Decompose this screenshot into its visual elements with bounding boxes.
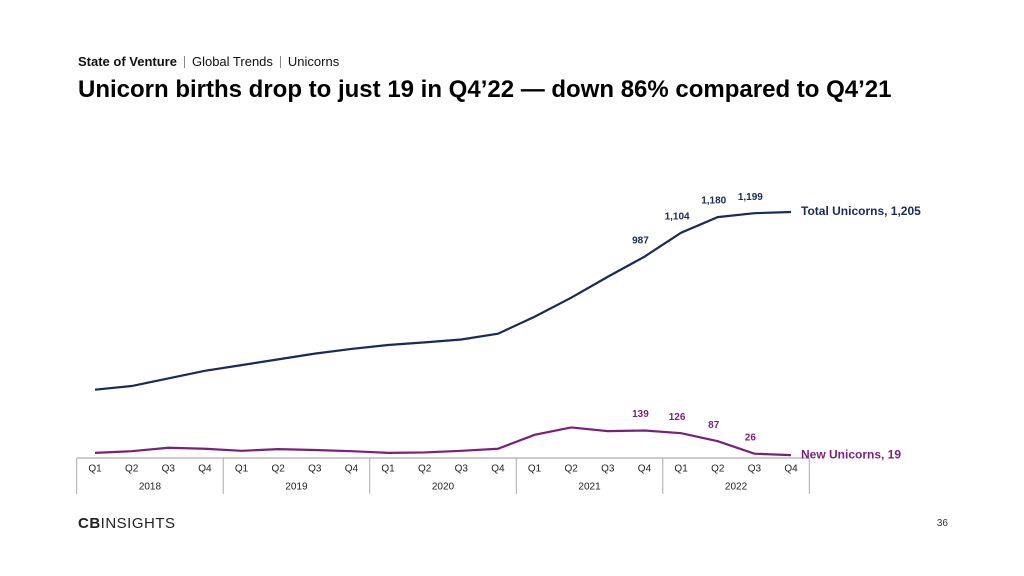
x-tick-label: Q1	[88, 464, 102, 475]
data-label: 26	[745, 432, 757, 443]
x-tick-label: Q1	[381, 464, 395, 475]
logo-cb: CB	[78, 515, 101, 532]
x-tick-label: Q4	[638, 464, 652, 475]
year-label: 2019	[285, 482, 308, 493]
x-tick-label: Q4	[784, 464, 798, 475]
page-number: 36	[936, 518, 948, 529]
data-label: 987	[632, 235, 649, 246]
x-tick-label: Q1	[674, 464, 688, 475]
series-line	[94, 426, 792, 457]
x-tick-label: Q1	[528, 464, 542, 475]
series-line	[94, 210, 792, 391]
x-tick-label: Q2	[711, 464, 725, 475]
x-tick-label: Q2	[125, 464, 139, 475]
chart-title: Unicorn births drop to just 19 in Q4’22 …	[78, 76, 892, 103]
series-end-label: Total Unicorns, 1,205	[801, 204, 921, 218]
x-tick-label: Q4	[345, 464, 359, 475]
logo-insights: INSIGHTS	[100, 515, 176, 532]
x-tick-label: Q3	[162, 464, 176, 475]
data-label: 1,180	[701, 196, 726, 207]
x-tick-label: Q2	[271, 464, 285, 475]
x-tick-label: Q2	[418, 464, 432, 475]
year-label: 2018	[139, 482, 162, 493]
x-tick-label: Q4	[491, 464, 505, 475]
data-label: 139	[632, 409, 649, 420]
logo: CBINSIGHTS	[78, 515, 176, 532]
crumb: State of Venture	[78, 54, 177, 69]
series-end-label: New Unicorns, 19	[801, 447, 901, 461]
x-tick-label: Q3	[601, 464, 615, 475]
crumb: Unicorns	[287, 54, 340, 69]
x-tick-label: Q2	[565, 464, 579, 475]
x-tick-label: Q1	[235, 464, 249, 475]
data-label: 126	[669, 412, 686, 423]
data-label: 1,199	[738, 192, 763, 203]
year-label: 2020	[432, 482, 455, 493]
year-label: 2022	[725, 482, 748, 493]
x-tick-label: Q3	[748, 464, 762, 475]
x-tick-label: Q3	[308, 464, 322, 475]
x-tick-label: Q3	[455, 464, 469, 475]
data-label: 87	[708, 420, 720, 431]
x-tick-label: Q4	[198, 464, 212, 475]
breadcrumb: State of Venture Global Trends Unicorns	[78, 54, 339, 69]
data-label: 1,104	[665, 211, 690, 222]
crumb: Global Trends	[191, 54, 273, 69]
year-label: 2021	[578, 482, 601, 493]
